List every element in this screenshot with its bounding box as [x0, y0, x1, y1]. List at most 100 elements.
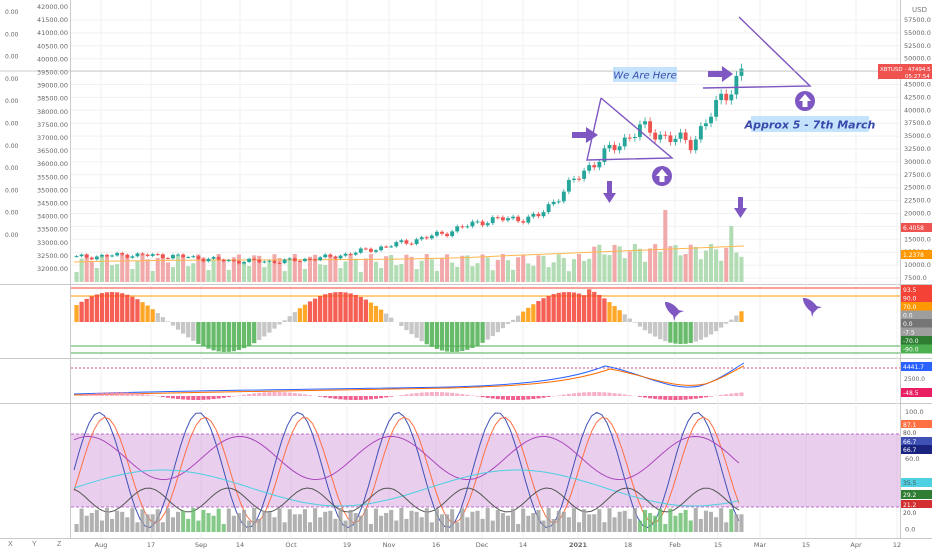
candle-body	[719, 93, 724, 101]
note-we-are-here[interactable]: We Are Here	[613, 67, 677, 82]
osc-bar	[115, 292, 120, 322]
stoch-hist-bar	[120, 511, 125, 532]
macd-hist-bar	[526, 396, 531, 400]
time-axis-label: 18	[624, 541, 632, 549]
right-axis-label: 50000.0	[904, 55, 931, 63]
right-axis-label: 35000.0	[904, 132, 931, 140]
candle-body	[516, 216, 521, 222]
macd-hist-bar	[221, 396, 226, 398]
stoch-hist-bar	[683, 509, 688, 532]
volume-bar	[94, 267, 99, 282]
osc-bar	[378, 309, 384, 322]
osc-bar	[120, 293, 125, 322]
toolbar-button-y[interactable]: Y	[32, 541, 37, 548]
macd-hist-bar	[262, 392, 267, 396]
candle-body	[165, 258, 170, 260]
volume-bar	[257, 255, 262, 282]
macd-hist-bar	[663, 396, 668, 400]
time-axis-label: 12	[893, 541, 901, 549]
macd-hist-bar	[318, 396, 323, 397]
toolbar-button-z[interactable]: Z	[57, 541, 62, 548]
left-axis-label: 35000.00	[37, 186, 68, 194]
osc-bar	[241, 322, 247, 349]
osc-bar	[581, 295, 587, 322]
osc-bar	[282, 320, 287, 322]
osc-bar	[546, 295, 551, 322]
stoch-badge: 87.1	[903, 422, 917, 429]
candle-body	[566, 179, 571, 192]
macd-hist-bar	[272, 392, 277, 396]
triangle-pattern-2	[702, 16, 812, 89]
volume-bar	[99, 256, 104, 282]
stoch-hist-bar	[318, 517, 323, 532]
macd-hist-bar	[99, 392, 104, 396]
volume-bar	[231, 257, 236, 282]
stoch-hist-bar	[79, 508, 84, 532]
volume-bar	[597, 244, 602, 282]
stoch-hist-bar	[247, 520, 252, 532]
candle-body	[257, 259, 262, 263]
macd-hist-bar	[490, 396, 495, 399]
macd-hist-bar	[480, 396, 485, 398]
right-axis-label: 55000.0	[904, 29, 931, 37]
osc-bar	[450, 322, 455, 352]
left-axis-label: 39500.00	[37, 69, 68, 77]
volume-bar	[89, 261, 94, 282]
candle-body	[460, 226, 465, 228]
macd-hist-bar	[708, 396, 714, 397]
stoch-hist-bar	[242, 509, 247, 532]
annotation-layer[interactable]	[0, 16, 900, 161]
right-axis-label: 30000.0	[904, 158, 931, 166]
candle-body	[419, 237, 424, 240]
volume-bar	[373, 261, 379, 282]
volume-bar	[632, 244, 637, 282]
macd-hist-bar	[683, 396, 688, 400]
volume-bar	[338, 268, 343, 282]
osc-bar	[363, 299, 368, 322]
stoch-hist-bar	[445, 514, 450, 532]
volume-bar	[343, 261, 348, 282]
osc-bar	[561, 292, 566, 322]
osc-bar	[409, 322, 414, 335]
macd-hist-bar	[627, 395, 632, 396]
note-approx-date[interactable]: Approx 5 - 7th March	[744, 116, 876, 132]
volume-bar	[622, 258, 627, 282]
osc-bar	[663, 322, 668, 342]
left-axis-label: 42000.00	[37, 3, 68, 11]
right-axis-label: 7500.0	[904, 274, 927, 282]
stoch-badge-bg	[901, 508, 932, 517]
osc-bar	[622, 314, 627, 322]
volume-bar	[490, 270, 495, 282]
macd-hist-bar	[353, 396, 358, 400]
candle-body	[470, 221, 475, 227]
stoch-hist-bar	[74, 524, 79, 532]
osc-bar	[480, 322, 485, 343]
left-axis-label: 41000.00	[37, 29, 68, 37]
volume-bar	[313, 254, 318, 282]
macd-hist-bar	[505, 396, 511, 400]
candle-body	[648, 121, 653, 133]
stoch-hist-bar	[333, 518, 338, 532]
osc-badge: -70.0	[903, 338, 919, 345]
osc-bar	[419, 322, 424, 342]
candle-body	[287, 258, 292, 260]
stoch-hist-bar	[546, 508, 551, 532]
volume-bar	[216, 254, 221, 282]
osc-badge-bg	[901, 319, 932, 328]
osc-bar	[455, 322, 460, 352]
macd-hist-bar	[409, 393, 414, 396]
candle-body	[703, 123, 708, 127]
stoch-hist-bar	[439, 514, 445, 532]
stoch-hist-bar	[282, 522, 287, 532]
volume-bar	[719, 260, 724, 282]
volume-bar	[176, 255, 181, 282]
macd-hist-bar	[668, 396, 673, 400]
macd-hist-bar	[622, 394, 627, 396]
volume-bar	[663, 210, 668, 282]
stoch-hist-bar	[729, 509, 734, 532]
stoch-hist-bar	[414, 511, 419, 532]
toolbar-button-x[interactable]: X	[8, 541, 13, 548]
osc-bar	[683, 322, 688, 344]
stoch-hist-bar	[490, 520, 495, 532]
